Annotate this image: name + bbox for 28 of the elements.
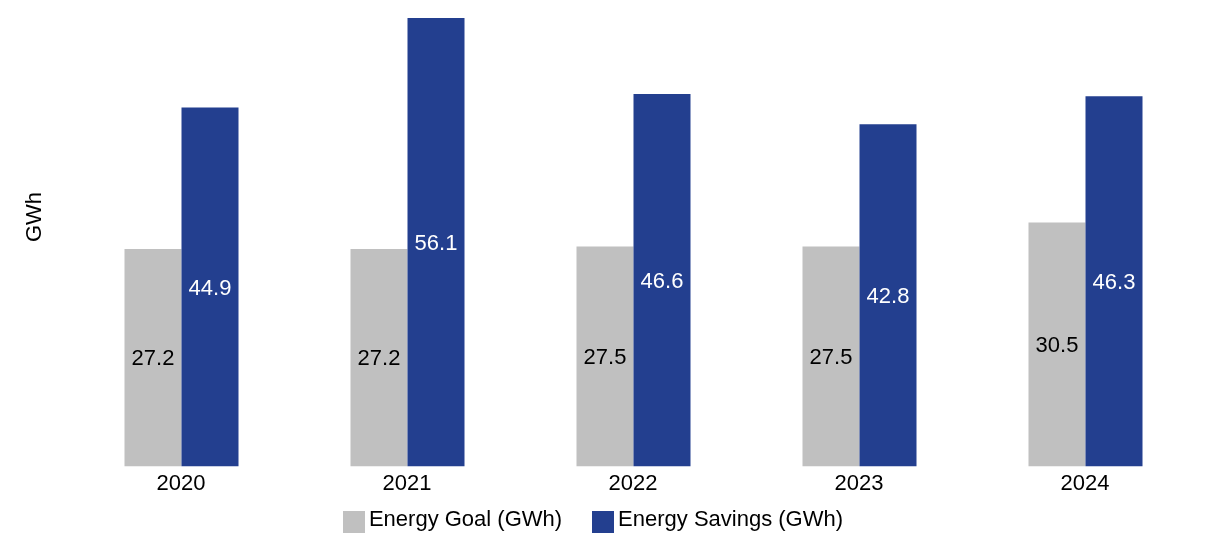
data-label: 46.6 <box>640 267 684 293</box>
data-label: 27.2 <box>131 345 175 371</box>
data-label: 56.1 <box>414 229 458 255</box>
bar <box>859 124 917 467</box>
bar <box>576 246 634 467</box>
data-label: 46.3 <box>1092 269 1136 295</box>
bar <box>181 107 239 467</box>
data-label: 27.2 <box>357 345 401 371</box>
y-axis-title: GWh <box>20 191 46 243</box>
bar <box>350 248 408 467</box>
x-tick-label: 2020 <box>156 469 206 495</box>
x-tick-label: 2022 <box>608 469 658 495</box>
data-label: 42.8 <box>866 283 910 309</box>
legend-label: Energy Savings (GWh) <box>618 506 844 532</box>
bar <box>633 93 691 467</box>
bar <box>802 246 860 467</box>
bar <box>1085 96 1143 467</box>
data-label: 44.9 <box>188 274 232 300</box>
x-tick-label: 2023 <box>834 469 884 495</box>
data-label: 27.5 <box>583 344 627 370</box>
data-label: 27.5 <box>809 344 853 370</box>
x-tick-label: 2021 <box>382 469 432 495</box>
bar <box>124 248 182 467</box>
x-tick-label: 2024 <box>1060 469 1110 495</box>
bar <box>1028 222 1086 467</box>
legend-label: Energy Goal (GWh) <box>368 506 563 532</box>
data-label: 30.5 <box>1035 332 1079 358</box>
bar <box>407 18 465 467</box>
